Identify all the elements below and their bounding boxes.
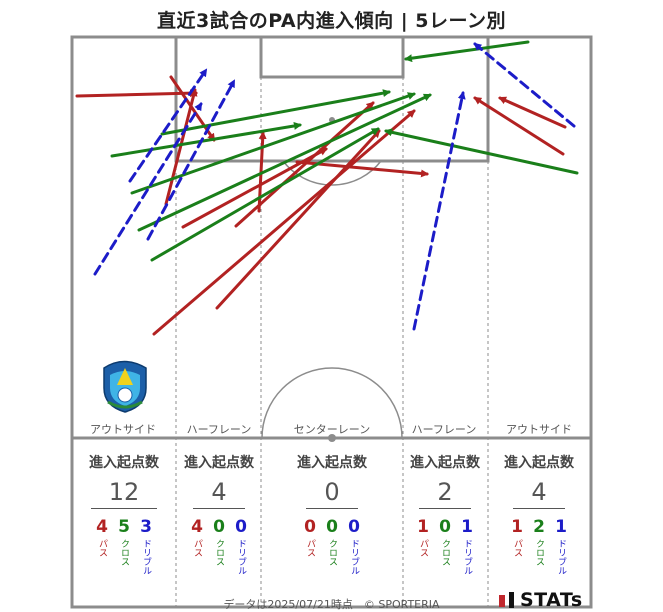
- cross-count: 0: [439, 517, 451, 537]
- dribble-count: 0: [235, 517, 247, 537]
- cross-label: クロス: [119, 539, 129, 566]
- stat-total: 0: [306, 478, 358, 509]
- lane-stats-outside-left: 進入起点数 12 4 パス 5 クロス 3 ドリブル: [74, 452, 174, 575]
- dribble-count: 1: [555, 517, 567, 537]
- pass-arrow: [164, 88, 198, 206]
- cross-label: クロス: [534, 539, 544, 566]
- arrows-layer: [75, 40, 579, 336]
- pass-label: パス: [305, 539, 315, 557]
- cross-label: クロス: [327, 539, 337, 566]
- cross-count: 2: [533, 517, 545, 537]
- lane-label-center: センターレーン: [293, 423, 371, 436]
- pass-count: 4: [96, 517, 108, 537]
- cross-label: クロス: [440, 539, 450, 566]
- dribble-arrow: [93, 102, 203, 276]
- pass-arrow: [75, 89, 198, 98]
- pass-label: パス: [97, 539, 107, 557]
- pass-arrow: [473, 96, 565, 156]
- cross-arrow: [130, 92, 416, 195]
- cross-arrow: [137, 93, 432, 232]
- lane-stats-center: 進入起点数 0 0 パス 0 クロス 0 ドリブル: [262, 452, 402, 575]
- dribble-count: 0: [348, 517, 360, 537]
- cross-count: 0: [326, 517, 338, 537]
- stat-total: 4: [193, 478, 245, 509]
- brand-text: STATs: [520, 589, 583, 611]
- pass-arrow: [498, 96, 567, 129]
- dribble-label: ドリブル: [556, 539, 566, 575]
- pass-label: パス: [512, 539, 522, 557]
- dribble-count: 3: [140, 517, 152, 537]
- stat-head: 進入起点数: [504, 455, 574, 471]
- lane-label-half-left: ハーフレーン: [186, 423, 252, 436]
- cross-arrow: [160, 89, 391, 136]
- lane-stats-outside-right: 進入起点数 4 1 パス 2 クロス 1 ドリブル: [490, 452, 588, 575]
- pass-count: 1: [417, 517, 429, 537]
- pass-arrow: [215, 129, 381, 310]
- cross-count: 0: [213, 517, 225, 537]
- chart-title: 直近3試合のPA内進入傾向 | 5レーン別: [156, 10, 507, 32]
- lane-label-half-right: ハーフレーン: [411, 423, 477, 436]
- dribble-arrow: [412, 91, 466, 331]
- lane-stats-half-left: 進入起点数 4 4 パス 0 クロス 0 ドリブル: [170, 452, 268, 575]
- stat-total: 4: [513, 478, 565, 509]
- stat-total: 2: [419, 478, 471, 509]
- pass-arrow: [152, 109, 416, 336]
- cross-arrow: [150, 127, 380, 262]
- lane-label-outside-right: アウトサイド: [506, 423, 572, 436]
- dribble-arrow: [128, 68, 208, 183]
- dribble-label: ドリブル: [141, 539, 151, 575]
- stat-total: 12: [90, 478, 158, 509]
- centre-circle: [261, 367, 403, 439]
- pass-arrow: [234, 101, 375, 228]
- dribble-arrow: [146, 79, 236, 241]
- stat-head: 進入起点数: [89, 455, 159, 471]
- dribble-label: ドリブル: [462, 539, 472, 575]
- stat-head: 進入起点数: [297, 455, 367, 471]
- lane-label-outside-left: アウトサイド: [90, 423, 156, 436]
- penalty-arc: [282, 160, 382, 186]
- stat-head: 進入起点数: [410, 455, 480, 471]
- pass-label: パス: [418, 539, 428, 557]
- cross-arrow: [404, 40, 530, 63]
- dribble-label: ドリブル: [349, 539, 359, 575]
- pass-count: 1: [511, 517, 523, 537]
- stats-logo: STATs: [499, 589, 583, 611]
- pass-count: 0: [304, 517, 316, 537]
- pass-count: 4: [191, 517, 203, 537]
- centre-spot: [328, 434, 336, 442]
- pass-label: パス: [192, 539, 202, 557]
- goal-area: [259, 35, 405, 79]
- cross-arrow: [110, 122, 302, 158]
- dribble-arrow: [473, 42, 576, 128]
- team-crest-icon: [103, 360, 147, 413]
- dribble-label: ドリブル: [236, 539, 246, 575]
- cross-count: 5: [118, 517, 130, 537]
- stat-head: 進入起点数: [184, 455, 254, 471]
- footer-note: データは2025/07/21時点 © SPORTERIA: [223, 598, 440, 611]
- dribble-count: 1: [461, 517, 473, 537]
- cross-label: クロス: [214, 539, 224, 566]
- cross-arrow: [384, 128, 579, 175]
- lane-stats-half-right: 進入起点数 2 1 パス 0 クロス 1 ドリブル: [396, 452, 494, 575]
